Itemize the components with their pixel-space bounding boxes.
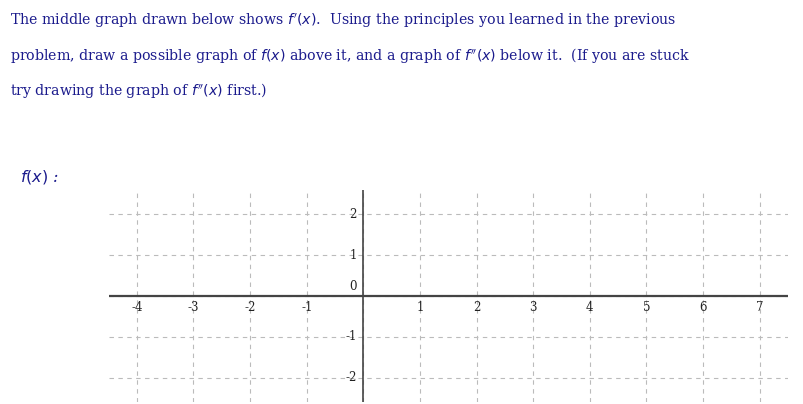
Text: problem, draw a possible graph of $f(x)$ above it, and a graph of $f''(x)$ below: problem, draw a possible graph of $f(x)$… [10, 46, 690, 65]
Text: -3: -3 [187, 301, 199, 314]
Text: -4: -4 [131, 301, 142, 314]
Text: 1: 1 [416, 301, 423, 314]
Text: -2: -2 [344, 371, 356, 384]
Text: -2: -2 [244, 301, 255, 314]
Text: $f(x)$ :: $f(x)$ : [20, 168, 59, 186]
Text: 2: 2 [349, 208, 356, 221]
Text: 4: 4 [585, 301, 593, 314]
Text: 3: 3 [528, 301, 536, 314]
Text: -1: -1 [344, 330, 356, 343]
Text: 6: 6 [699, 301, 706, 314]
Text: try drawing the graph of $f''(x)$ first.): try drawing the graph of $f''(x)$ first.… [10, 81, 267, 100]
Text: 5: 5 [642, 301, 650, 314]
Text: 1: 1 [349, 248, 356, 262]
Text: 7: 7 [755, 301, 762, 314]
Text: 2: 2 [472, 301, 479, 314]
Text: -1: -1 [300, 301, 312, 314]
Text: The middle graph drawn below shows $f'(x)$.  Using the principles you learned in: The middle graph drawn below shows $f'(x… [10, 12, 676, 30]
Text: 0: 0 [349, 280, 356, 292]
